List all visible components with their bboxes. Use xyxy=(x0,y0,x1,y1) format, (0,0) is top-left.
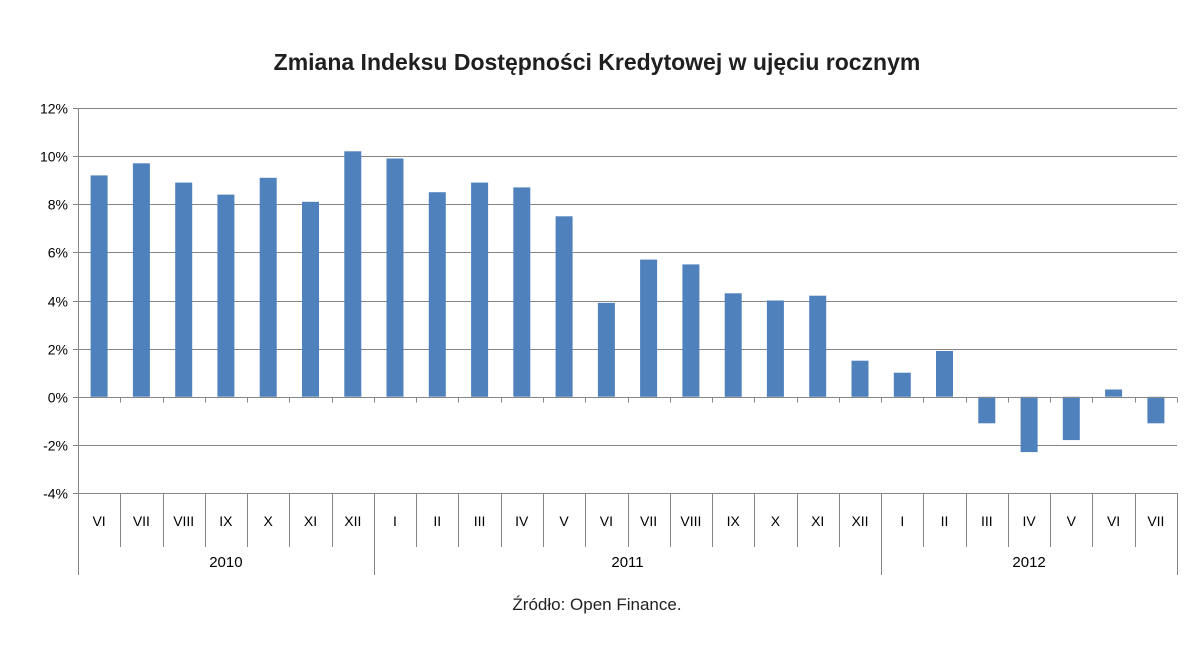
x-tick-label: XII xyxy=(851,513,868,529)
x-tick-label: V xyxy=(559,513,569,529)
bar xyxy=(175,182,193,397)
bar xyxy=(428,192,446,397)
bar xyxy=(513,187,531,397)
bar xyxy=(893,372,911,397)
bar xyxy=(386,158,404,397)
x-tick-label: VIII xyxy=(173,513,194,529)
bar xyxy=(809,295,827,397)
bar xyxy=(259,177,277,397)
x-tick-label: X xyxy=(264,513,274,529)
x-tick-label: I xyxy=(900,513,904,529)
bar xyxy=(1147,396,1165,424)
x-tick-label: V xyxy=(1067,513,1077,529)
x-tick-label: VI xyxy=(600,513,613,529)
bar xyxy=(724,293,742,397)
x-tick-label: XI xyxy=(811,513,824,529)
bar xyxy=(936,351,953,397)
x-tick-label: IV xyxy=(515,513,529,529)
x-tick-label: X xyxy=(771,513,781,529)
x-tick-label: VII xyxy=(133,513,150,529)
bar xyxy=(766,300,784,397)
x-tick-label: IX xyxy=(219,513,233,529)
bar xyxy=(851,360,869,397)
x-tick-label: XI xyxy=(304,513,317,529)
y-tick-label: 2% xyxy=(48,342,68,358)
bar xyxy=(1062,396,1080,441)
y-tick-label: -4% xyxy=(43,486,68,502)
x-tick-label: II xyxy=(941,513,949,529)
chart-title: Zmiana Indeksu Dostępności Kredytowej w … xyxy=(274,49,921,75)
x-axis: VI VII VIII IX X XI XII I II III IV V VI VII VIII IX X XI… xyxy=(78,397,1178,575)
x-tick-label: IX xyxy=(727,513,741,529)
year-group-label: 2011 xyxy=(611,554,643,571)
bar xyxy=(682,264,700,397)
x-tick-label: I xyxy=(393,513,397,529)
y-tick-label: 4% xyxy=(48,294,68,310)
bar xyxy=(132,163,150,397)
bar xyxy=(471,182,489,397)
x-tick-label: VII xyxy=(1147,513,1164,529)
x-tick-label: VI xyxy=(92,513,105,529)
bar xyxy=(978,396,996,424)
bar xyxy=(217,194,235,397)
x-tick-label: III xyxy=(474,513,486,529)
bar xyxy=(90,175,108,397)
x-tick-label: VI xyxy=(1107,513,1120,529)
bar xyxy=(1020,396,1038,453)
y-tick-label: 10% xyxy=(40,149,68,165)
x-tick-label: VII xyxy=(640,513,657,529)
bar xyxy=(344,151,362,397)
bar xyxy=(555,216,573,397)
source-note: Źródło: Open Finance. xyxy=(512,595,681,614)
bar xyxy=(597,302,615,397)
y-axis-ticks: -4% -2% 0% 2% 4% 6% 8% 10% 12% xyxy=(40,101,68,502)
x-tick-label: III xyxy=(981,513,993,529)
year-group-label: 2012 xyxy=(1012,554,1045,571)
gridlines xyxy=(73,108,1177,575)
y-tick-label: -2% xyxy=(43,438,68,454)
bar xyxy=(640,259,658,397)
year-group-label: 2010 xyxy=(209,554,242,571)
y-tick-label: 8% xyxy=(48,197,68,213)
x-tick-label: IV xyxy=(1022,513,1036,529)
bar xyxy=(1105,389,1123,397)
x-tick-label: VIII xyxy=(680,513,701,529)
y-tick-label: 6% xyxy=(48,245,68,261)
x-tick-label: XII xyxy=(344,513,361,529)
bar xyxy=(302,201,319,397)
x-tick-label: II xyxy=(433,513,441,529)
bars xyxy=(90,151,1165,453)
y-tick-label: 0% xyxy=(48,390,68,406)
y-tick-label: 12% xyxy=(40,101,68,117)
